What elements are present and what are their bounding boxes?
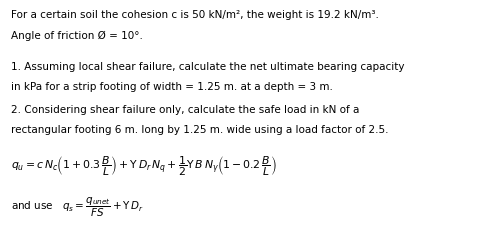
- Text: and use   $q_s = \dfrac{q_{unet}}{FS} + \mathrm{Y}\,D_r$: and use $q_s = \dfrac{q_{unet}}{FS} + \m…: [11, 195, 144, 218]
- Text: $q_u = c\,N_c\left(1+0.3\,\dfrac{B}{L}\right)+\mathrm{Y}\,D_r\,N_q+\dfrac{1}{2}\: $q_u = c\,N_c\left(1+0.3\,\dfrac{B}{L}\r…: [11, 154, 276, 178]
- Text: For a certain soil the cohesion c is 50 kN/m², the weight is 19.2 kN/m³.: For a certain soil the cohesion c is 50 …: [11, 10, 378, 20]
- Text: 1. Assuming local shear failure, calculate the net ultimate bearing capacity: 1. Assuming local shear failure, calcula…: [11, 61, 404, 71]
- Text: in kPa for a strip footing of width = 1.25 m. at a depth = 3 m.: in kPa for a strip footing of width = 1.…: [11, 82, 333, 92]
- Text: 2. Considering shear failure only, calculate the safe load in kN of a: 2. Considering shear failure only, calcu…: [11, 104, 359, 114]
- Text: Angle of friction Ø = 10°.: Angle of friction Ø = 10°.: [11, 31, 142, 41]
- Text: rectangular footing 6 m. long by 1.25 m. wide using a load factor of 2.5.: rectangular footing 6 m. long by 1.25 m.…: [11, 125, 388, 135]
